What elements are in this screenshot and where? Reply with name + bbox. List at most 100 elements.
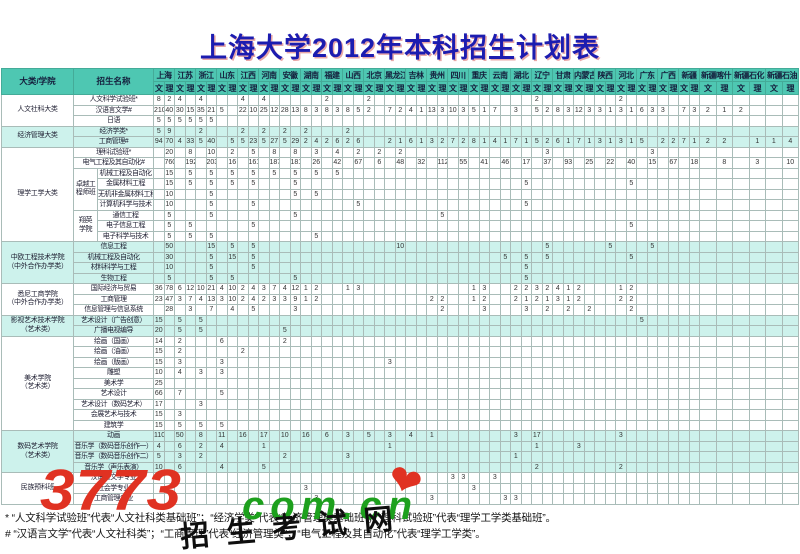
value-cell [781, 314, 800, 326]
value-cell [604, 272, 616, 284]
value-cell [699, 461, 717, 473]
major-name: 电子信息工程 [96, 220, 155, 232]
value-cell [205, 335, 217, 347]
value-cell [226, 398, 238, 410]
value-cell [478, 188, 490, 200]
value-cell [615, 377, 627, 389]
value-cell [715, 241, 734, 253]
value-cell [258, 146, 270, 158]
value-cell [300, 209, 312, 221]
value-cell [457, 272, 469, 284]
value-cell: 2 [195, 451, 207, 463]
value-cell [678, 409, 690, 421]
value-cell [646, 115, 658, 127]
value-cell [300, 325, 312, 337]
value-cell [657, 188, 669, 200]
value-cell [573, 157, 585, 169]
table-row: 民族预科班 汉语言文学专业 3 3 3 [1, 472, 800, 505]
value-cell [321, 440, 333, 452]
value-cell [688, 251, 700, 263]
value-cell [531, 272, 543, 284]
value-cell [310, 115, 322, 127]
value-cell [342, 94, 354, 106]
value-cell [205, 356, 217, 368]
value-cell [615, 314, 627, 326]
value-cell: 5 [310, 167, 322, 179]
value-cell [247, 377, 259, 389]
value-cell [765, 377, 783, 389]
value-cell [678, 482, 690, 494]
track-header: 理 [715, 81, 734, 95]
value-cell: 3 [457, 472, 469, 484]
value-cell [573, 115, 585, 127]
value-cell [489, 199, 501, 211]
value-cell [604, 125, 616, 137]
value-cell [604, 451, 616, 463]
value-cell [447, 115, 459, 127]
value-cell: 3 [615, 430, 627, 442]
value-cell [289, 377, 301, 389]
track-header: 理 [394, 81, 406, 95]
value-cell [426, 367, 438, 379]
value-cell [615, 115, 627, 127]
value-cell [489, 461, 501, 473]
value-cell [394, 262, 406, 274]
value-cell: 6 [405, 136, 417, 148]
value-cell [748, 388, 767, 400]
value-cell [688, 178, 700, 190]
value-cell [657, 482, 669, 494]
value-cell [688, 188, 700, 200]
value-cell: 6 [174, 283, 186, 295]
value-cell [363, 125, 375, 137]
value-cell: 2 [258, 125, 270, 137]
value-cell [478, 115, 490, 127]
value-cell: 8 [342, 104, 354, 116]
value-cell [678, 419, 690, 431]
value-cell [457, 493, 469, 505]
value-cell [279, 178, 291, 190]
value-cell [457, 451, 469, 463]
value-cell [352, 346, 364, 358]
value-cell [594, 493, 606, 505]
value-cell [562, 251, 574, 263]
value-cell: 4 [405, 430, 417, 442]
footnotes: * “人文科学试验班”代表“人文社科类基础班”；“经济学类”代表“经济管理类基础… [5, 512, 797, 543]
value-cell [657, 440, 669, 452]
value-cell [510, 419, 522, 431]
value-cell [279, 472, 291, 484]
value-cell [289, 419, 301, 431]
value-cell [268, 262, 280, 274]
value-cell [468, 178, 480, 190]
major-name: 机械工程及自动化 [72, 251, 155, 263]
value-cell [405, 398, 417, 410]
value-cell: 2 [310, 283, 322, 295]
major-name: 日语 [72, 115, 155, 127]
value-cell [268, 346, 280, 358]
value-cell [489, 388, 501, 400]
value-cell [342, 167, 354, 179]
value-cell [279, 419, 291, 431]
value-cell [573, 314, 585, 326]
value-cell [531, 388, 543, 400]
value-cell [636, 304, 648, 316]
value-cell [237, 335, 249, 347]
value-cell: 4 [153, 440, 165, 452]
value-cell [468, 188, 480, 200]
value-cell [205, 472, 217, 484]
value-cell [184, 451, 196, 463]
value-cell [715, 272, 734, 284]
value-cell: 67 [667, 157, 679, 169]
value-cell [373, 325, 385, 337]
value-cell: 5 [205, 272, 217, 284]
group-label: 理学工学大类 [1, 146, 74, 242]
value-cell [552, 230, 564, 242]
value-cell [468, 199, 480, 211]
value-cell [594, 461, 606, 473]
value-cell [499, 262, 511, 274]
value-cell [237, 377, 249, 389]
track-header: 理 [268, 81, 280, 95]
value-cell: 5 [153, 115, 165, 127]
value-cell [184, 461, 196, 473]
value-cell [310, 356, 322, 368]
value-cell [531, 220, 543, 232]
